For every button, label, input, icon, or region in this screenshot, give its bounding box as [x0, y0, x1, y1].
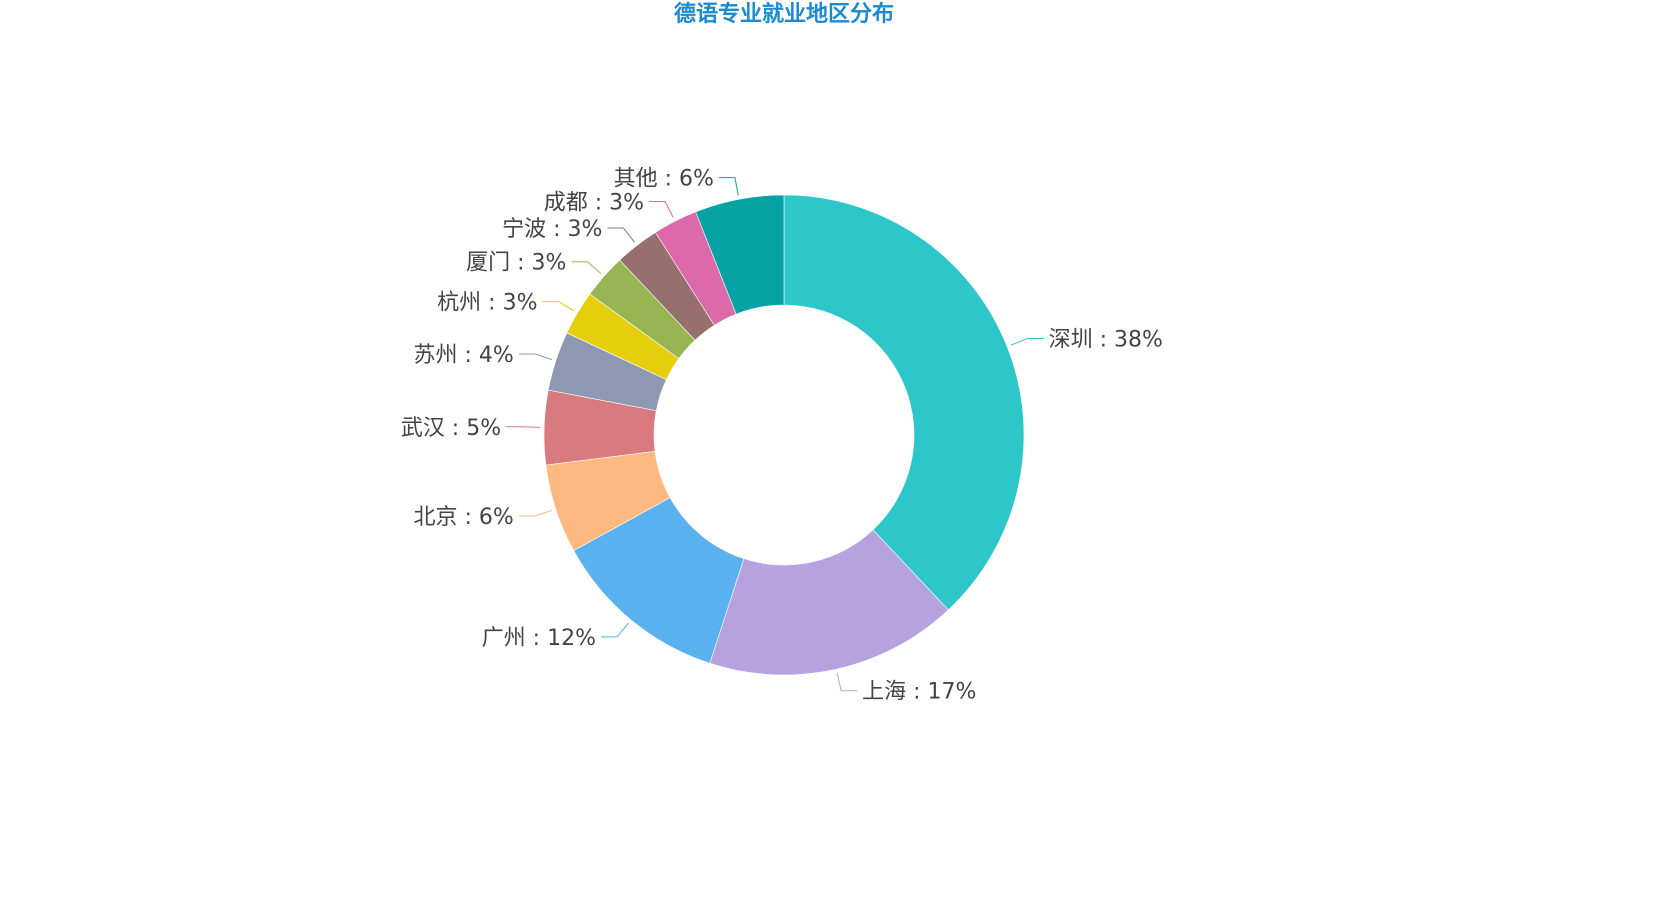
slice-label: 宁波 : 3%	[502, 217, 602, 242]
leader-line	[600, 622, 629, 638]
leader-line	[542, 301, 575, 312]
slice-label: 上海 : 17%	[862, 680, 976, 705]
slice-label: 苏州 : 4%	[414, 343, 514, 368]
slice-label: 其他 : 6%	[614, 167, 714, 192]
leader-line	[1010, 338, 1044, 346]
slice-label: 厦门 : 3%	[466, 251, 566, 276]
slice-label: 广州 : 12%	[482, 626, 596, 651]
leader-line	[649, 201, 674, 218]
slice-label: 北京 : 6%	[414, 505, 514, 530]
leader-line	[571, 261, 602, 275]
leader-line	[836, 673, 858, 692]
donut-slice[interactable]	[709, 529, 949, 676]
donut-slice[interactable]	[783, 194, 1025, 611]
donut-slice[interactable]	[695, 194, 785, 315]
slice-label: 杭州 : 3%	[437, 291, 537, 316]
leader-line	[607, 227, 635, 243]
slice-label: 武汉 : 5%	[401, 416, 501, 441]
slice-label: 成都 : 3%	[544, 191, 644, 216]
leader-line	[718, 177, 739, 196]
leader-line	[506, 426, 541, 428]
leader-line	[518, 353, 553, 361]
chart-title: 德语专业就业地区分布	[673, 2, 894, 27]
leader-line	[518, 509, 553, 517]
slice-label: 深圳 : 38%	[1049, 328, 1163, 353]
